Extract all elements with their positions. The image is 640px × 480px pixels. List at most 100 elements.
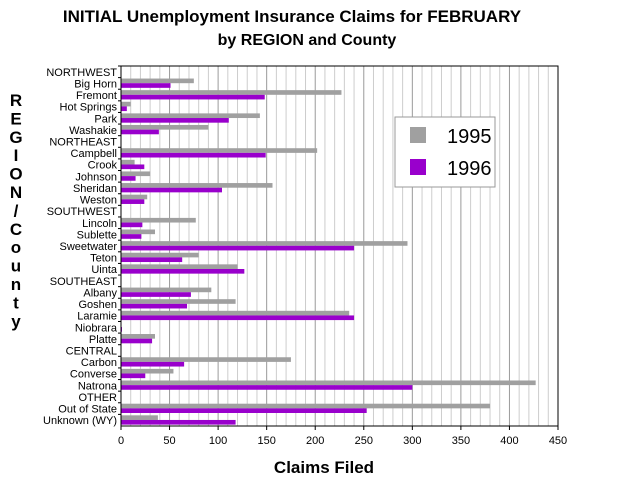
category-label: Washakie: [69, 125, 117, 137]
category-label: Unknown (WY): [43, 415, 117, 427]
bar-1995-9: [121, 171, 151, 177]
bar-1996-7: [121, 152, 266, 158]
category-label: OTHER: [79, 392, 118, 404]
bar-1996-27: [121, 385, 413, 390]
bar-1996-1: [121, 83, 171, 88]
y-axis-label-char: E: [10, 109, 21, 128]
bar-1996-4: [121, 118, 229, 123]
y-axis-label-char: I: [14, 146, 19, 165]
y-axis-label-char: N: [10, 183, 22, 202]
x-tick-label: 100: [209, 435, 227, 447]
y-axis-label-char: n: [11, 275, 21, 294]
category-label: Fremont: [76, 90, 117, 102]
bar-1995-14: [121, 229, 155, 235]
bar-1995-25: [121, 357, 291, 362]
bar-1995-16: [121, 252, 199, 258]
bar-1996-30: [121, 419, 236, 425]
category-label: Crook: [88, 160, 118, 172]
bar-1996-5: [121, 129, 159, 135]
category-label: Campbell: [71, 148, 117, 160]
bar-1996-23: [121, 338, 153, 344]
bar-1996-10: [121, 187, 222, 193]
bar-1995-13: [121, 217, 196, 223]
category-label: Out of State: [58, 404, 117, 416]
legend-label-1995: 1995: [447, 126, 492, 148]
category-label: Big Horn: [74, 78, 117, 90]
y-axis-label-char: G: [9, 128, 22, 147]
bar-1995-5: [121, 124, 209, 130]
bars: [121, 78, 536, 425]
bar-1996-25: [121, 361, 185, 367]
x-tick-label: 300: [403, 435, 421, 447]
category-label: Sheridan: [73, 183, 117, 195]
category-label: Weston: [80, 195, 117, 207]
bar-1995-11: [121, 194, 148, 200]
x-tick-label: 50: [163, 435, 175, 447]
x-tick-label: 350: [452, 435, 470, 447]
bar-1995-26: [121, 368, 174, 374]
bar-1995-20: [121, 299, 236, 304]
bar-1995-27: [121, 380, 536, 386]
x-tick-label: 400: [500, 435, 518, 447]
x-tick-labels: 0 50 100 150 200 250 300 350 400 450: [118, 426, 567, 447]
category-label: CENTRAL: [66, 346, 117, 358]
x-tick-label: 150: [257, 435, 275, 447]
bar-1995-8: [121, 159, 135, 165]
category-label: Lincoln: [82, 218, 117, 230]
bar-1996-8: [121, 164, 145, 170]
bar-1995-15: [121, 241, 408, 246]
bar-1996-16: [121, 257, 183, 263]
bar-1996-13: [121, 222, 143, 228]
bar-1996-20: [121, 303, 188, 309]
category-label: Park: [94, 113, 117, 125]
y-axis-label-char: u: [11, 257, 21, 276]
category-label: Niobrara: [75, 322, 118, 334]
bar-1996-3: [121, 106, 127, 112]
bar-1995-4: [121, 113, 260, 119]
category-label: Albany: [83, 287, 117, 299]
bar-1995-10: [121, 183, 273, 188]
x-tick-label: 200: [306, 435, 324, 447]
plot-frame: [120, 65, 559, 427]
bar-1995-29: [121, 403, 491, 409]
bar-1996-9: [121, 176, 136, 181]
category-label: Platte: [89, 334, 117, 346]
legend: 1995 1996: [394, 116, 496, 188]
legend-swatch-1995: [410, 127, 426, 143]
x-axis-label: Claims Filed: [274, 458, 374, 477]
bar-1995-1: [121, 78, 194, 84]
bar-1996-14: [121, 234, 142, 239]
bar-1996-15: [121, 245, 355, 251]
category-label: Hot Springs: [60, 102, 118, 114]
bar-1995-21: [121, 310, 350, 316]
bar-1995-7: [121, 148, 318, 153]
category-label: Converse: [70, 369, 117, 381]
bar-1996-26: [121, 373, 146, 379]
legend-label-1996: 1996: [447, 158, 492, 180]
y-axis-label-char: /: [14, 201, 19, 220]
category-label: SOUTHWEST: [47, 206, 118, 218]
bar-1996-2: [121, 94, 265, 100]
y-axis-label-char: t: [13, 293, 19, 312]
bar-1995-23: [121, 334, 155, 339]
category-label: Carbon: [81, 357, 117, 369]
y-axis-label: REGION/County: [9, 91, 22, 331]
category-label: Johnson: [75, 171, 117, 183]
category-label: Teton: [90, 253, 117, 265]
bar-1996-29: [121, 408, 367, 413]
bar-1995-2: [121, 90, 342, 95]
category-label: Natrona: [78, 380, 118, 392]
legend-swatch-1996: [410, 159, 426, 175]
bar-1996-11: [121, 199, 145, 204]
bar-1995-19: [121, 287, 212, 293]
chart-subtitle: by REGION and County: [218, 32, 397, 49]
x-tick-label: 0: [118, 435, 124, 447]
category-label: SOUTHEAST: [50, 276, 118, 288]
bar-1995-3: [121, 101, 131, 107]
bar-1995-30: [121, 415, 158, 420]
bar-1996-19: [121, 292, 191, 297]
y-axis-label-char: O: [9, 165, 22, 184]
bar-1996-17: [121, 268, 245, 274]
